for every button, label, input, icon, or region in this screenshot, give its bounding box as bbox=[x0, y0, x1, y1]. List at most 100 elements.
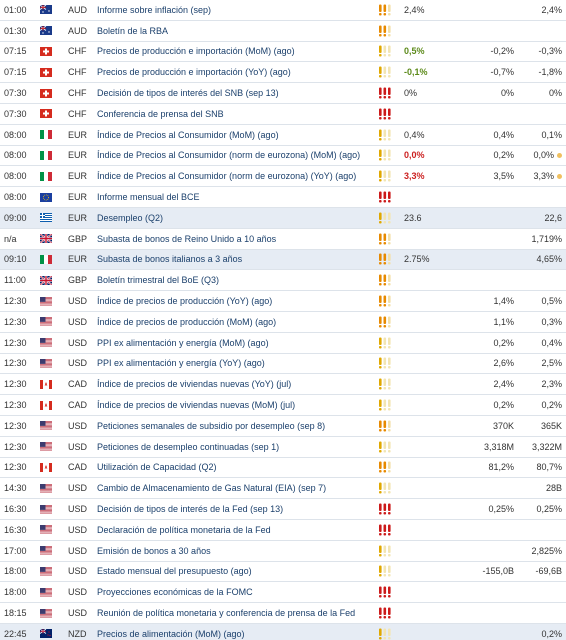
event-link[interactable]: Declaración de política monetaria de la … bbox=[97, 524, 271, 535]
previous-value: 0,25% bbox=[536, 504, 562, 515]
event-link[interactable]: Decisión de tipos de interés de la Fed (… bbox=[97, 504, 284, 515]
actual-value: 2,4% bbox=[404, 4, 425, 15]
event-link[interactable]: Subasta de bonos italianos a 3 años bbox=[97, 254, 243, 265]
event-link[interactable]: Precios de alimentación (MoM) (ago) bbox=[97, 628, 245, 639]
event-link[interactable]: Índice de precios de producción (MoM) (a… bbox=[97, 316, 277, 327]
table-row: n/a GBP Subasta de bonos de Reino Unido … bbox=[0, 229, 566, 250]
event-link[interactable]: Conferencia de prensa del SNB bbox=[97, 108, 224, 119]
impact-icon bbox=[378, 274, 404, 286]
previous-cell: 3,3% bbox=[518, 171, 566, 181]
currency-code: NZD bbox=[68, 628, 87, 639]
event-link[interactable]: Emisión de bonos a 30 años bbox=[97, 545, 211, 556]
previous-cell: 0,2% bbox=[518, 629, 566, 639]
forecast-value: 3,318M bbox=[483, 441, 514, 452]
revised-dot-icon bbox=[557, 152, 562, 158]
country-flag-icon bbox=[38, 358, 68, 368]
impact-icon bbox=[378, 441, 404, 453]
previous-value: 0,3% bbox=[541, 316, 562, 327]
table-row: 12:30 USD Peticiones de desempleo contin… bbox=[0, 437, 566, 458]
table-row: 12:30 CAD Utilización de Capacidad (Q2) … bbox=[0, 458, 566, 479]
currency-code: USD bbox=[68, 545, 88, 556]
event-link[interactable]: Cambio de Almacenamiento de Gas Natural … bbox=[97, 483, 327, 494]
event-link[interactable]: Índice de precios de producción (YoY) (a… bbox=[97, 296, 273, 307]
impact-icon bbox=[378, 212, 404, 224]
event-time: 08:00 bbox=[4, 150, 27, 161]
impact-icon bbox=[378, 628, 404, 640]
event-link[interactable]: Precios de producción e importación (MoM… bbox=[97, 46, 295, 57]
event-link[interactable]: Peticiones de desempleo continuadas (sep… bbox=[97, 441, 280, 452]
country-flag-icon bbox=[38, 88, 68, 98]
currency-code: EUR bbox=[68, 212, 88, 223]
previous-cell: 0,4% bbox=[518, 338, 566, 348]
event-time: 16:30 bbox=[4, 504, 27, 515]
event-link[interactable]: Decisión de tipos de interés del SNB (se… bbox=[97, 88, 279, 99]
table-row: 01:30 AUD Boletín de la RBA bbox=[0, 21, 566, 42]
table-row: 07:30 CHF Decisión de tipos de interés d… bbox=[0, 83, 566, 104]
event-time: 12:30 bbox=[4, 358, 27, 369]
table-row: 12:30 USD Índice de precios de producció… bbox=[0, 312, 566, 333]
table-row: 07:30 CHF Conferencia de prensa del SNB bbox=[0, 104, 566, 125]
forecast-value: 2,6% bbox=[493, 358, 514, 369]
event-link[interactable]: Índice de precios de viviendas nuevas (Y… bbox=[97, 379, 292, 390]
impact-icon bbox=[378, 399, 404, 411]
event-link[interactable]: Subasta de bonos de Reino Unido a 10 año… bbox=[97, 233, 277, 244]
previous-cell: -1,8% bbox=[518, 67, 566, 77]
event-link[interactable]: Desempleo (Q2) bbox=[97, 212, 164, 223]
impact-icon bbox=[378, 461, 404, 473]
event-link[interactable]: PPI ex alimentación y energía (YoY) (ago… bbox=[97, 358, 265, 369]
previous-value: 3,3% bbox=[533, 171, 554, 182]
event-link[interactable]: Precios de producción e importación (YoY… bbox=[97, 67, 291, 78]
event-link[interactable]: Índice de precios de viviendas nuevas (M… bbox=[97, 400, 296, 411]
impact-icon bbox=[378, 87, 404, 99]
event-link[interactable]: Informe sobre inflación (sep) bbox=[97, 4, 212, 15]
currency-code: AUD bbox=[68, 4, 88, 15]
impact-icon bbox=[378, 420, 404, 432]
event-link[interactable]: Índice de Precios al Consumidor (norm de… bbox=[97, 150, 361, 161]
impact-icon bbox=[378, 66, 404, 78]
country-flag-icon bbox=[38, 483, 68, 493]
currency-code: USD bbox=[68, 608, 88, 618]
event-link[interactable]: Boletín trimestral del BoE (Q3) bbox=[97, 275, 220, 286]
impact-icon bbox=[378, 357, 404, 369]
country-flag-icon bbox=[38, 150, 68, 160]
event-time: 17:00 bbox=[4, 545, 27, 556]
currency-code: CAD bbox=[68, 400, 88, 411]
forecast-value: 0,2% bbox=[493, 150, 514, 161]
forecast-value: 370K bbox=[492, 420, 514, 431]
event-link[interactable]: Índice de Precios al Consumidor (MoM) (a… bbox=[97, 129, 279, 140]
event-time: 12:30 bbox=[4, 441, 27, 452]
country-flag-icon bbox=[38, 46, 68, 56]
previous-cell: 2,825% bbox=[518, 546, 566, 556]
country-flag-icon bbox=[38, 629, 68, 639]
impact-icon bbox=[378, 524, 404, 536]
event-link[interactable]: Informe mensual del BCE bbox=[97, 192, 200, 203]
forecast-value: -0,7% bbox=[490, 67, 514, 78]
event-link[interactable]: Índice de Precios al Consumidor (norm de… bbox=[97, 171, 357, 182]
event-link[interactable]: Utilización de Capacidad (Q2) bbox=[97, 462, 217, 473]
event-time: 09:00 bbox=[4, 212, 27, 223]
event-link[interactable]: PPI ex alimentación y energía (MoM) (ago… bbox=[97, 337, 269, 348]
currency-code: EUR bbox=[68, 254, 88, 265]
currency-code: CAD bbox=[68, 462, 88, 473]
currency-code: USD bbox=[68, 524, 88, 535]
impact-icon bbox=[378, 108, 404, 120]
event-link[interactable]: Estado mensual del presupuesto (ago) bbox=[97, 566, 252, 577]
previous-value: 0,2% bbox=[541, 400, 562, 411]
event-link[interactable]: Boletín de la RBA bbox=[97, 25, 169, 36]
event-link[interactable]: Peticiones semanales de subsidio por des… bbox=[97, 420, 326, 431]
event-link[interactable]: Proyecciones económicas de la FOMC bbox=[97, 587, 253, 598]
impact-icon bbox=[378, 149, 404, 161]
event-time: 07:15 bbox=[4, 46, 27, 57]
table-row: 08:00 EUR Índice de Precios al Consumido… bbox=[0, 146, 566, 167]
event-time: 14:30 bbox=[4, 483, 27, 494]
previous-cell: 3,322M bbox=[518, 442, 566, 452]
actual-value: 0,4% bbox=[404, 129, 425, 140]
previous-value: 22,6 bbox=[544, 212, 562, 223]
previous-value: -1,8% bbox=[538, 67, 562, 78]
event-link[interactable]: Reunión de política monetaria y conferen… bbox=[97, 608, 356, 618]
event-time: 12:30 bbox=[4, 420, 27, 431]
event-time: 11:00 bbox=[4, 275, 26, 286]
event-time: 18:15 bbox=[4, 608, 27, 618]
previous-cell: 1,719% bbox=[518, 234, 566, 244]
